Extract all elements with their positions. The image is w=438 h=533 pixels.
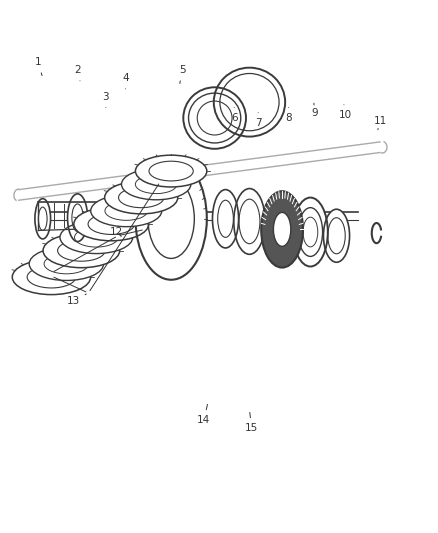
Ellipse shape xyxy=(135,158,207,280)
Ellipse shape xyxy=(60,221,133,254)
Text: 8: 8 xyxy=(285,108,292,123)
Ellipse shape xyxy=(234,189,265,254)
Ellipse shape xyxy=(35,199,50,239)
Text: 13: 13 xyxy=(67,294,86,306)
Text: 10: 10 xyxy=(339,105,352,120)
Ellipse shape xyxy=(74,207,149,241)
Ellipse shape xyxy=(43,233,120,268)
Ellipse shape xyxy=(184,87,246,149)
Text: 7: 7 xyxy=(255,113,261,128)
Text: 11: 11 xyxy=(374,116,387,130)
Ellipse shape xyxy=(261,191,303,268)
Ellipse shape xyxy=(273,213,291,246)
Ellipse shape xyxy=(67,194,88,241)
Ellipse shape xyxy=(29,247,103,280)
Text: 6: 6 xyxy=(231,108,237,123)
Ellipse shape xyxy=(293,198,328,266)
Text: 5: 5 xyxy=(179,66,185,84)
Text: 2: 2 xyxy=(74,66,81,81)
Ellipse shape xyxy=(214,68,285,136)
Text: 12: 12 xyxy=(110,227,124,237)
Ellipse shape xyxy=(121,169,191,200)
Text: 9: 9 xyxy=(311,103,318,118)
Text: 1: 1 xyxy=(35,58,42,76)
Text: 14: 14 xyxy=(197,405,210,425)
Text: 4: 4 xyxy=(122,73,129,89)
Text: 15: 15 xyxy=(245,413,258,433)
Ellipse shape xyxy=(323,209,350,262)
Text: 3: 3 xyxy=(102,92,109,108)
Ellipse shape xyxy=(212,190,239,248)
Ellipse shape xyxy=(12,260,91,295)
Ellipse shape xyxy=(105,181,178,214)
Ellipse shape xyxy=(91,195,162,227)
Ellipse shape xyxy=(135,155,207,187)
